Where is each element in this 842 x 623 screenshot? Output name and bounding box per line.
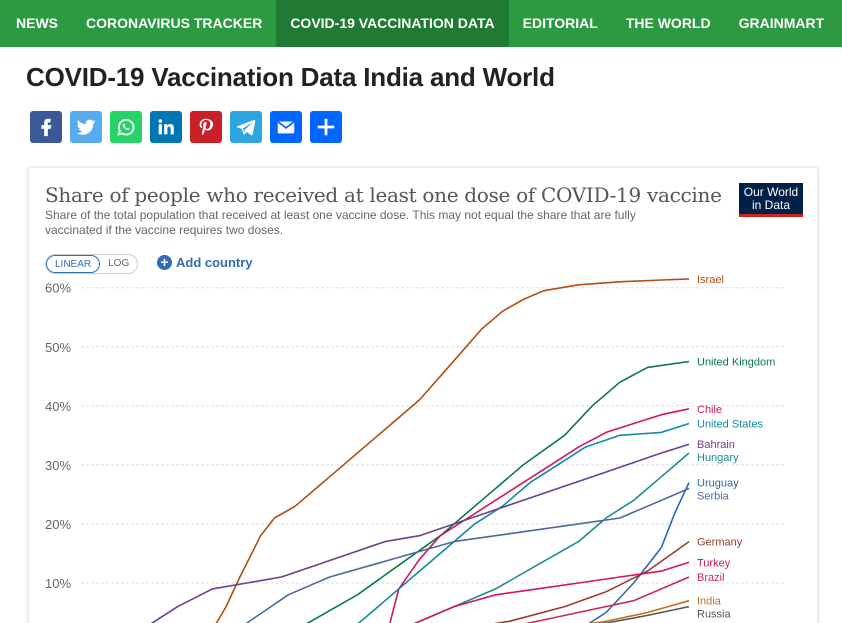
series-label-turkey[interactable]: Turkey <box>697 557 731 569</box>
series-line-united-kingdom[interactable] <box>275 360 690 623</box>
series-label-germany[interactable]: Germany <box>697 537 743 549</box>
series-line-turkey[interactable] <box>371 561 690 623</box>
chart-title: Share of people who received at least on… <box>45 183 722 207</box>
series-line-brazil[interactable] <box>427 576 690 623</box>
nav-item-editorial[interactable]: EDITORIAL <box>522 15 598 31</box>
telegram-button[interactable] <box>230 111 262 143</box>
linkedin-button[interactable] <box>150 111 182 143</box>
owid-logo[interactable]: Our World in Data <box>739 183 803 217</box>
nav-item-coronavirus-tracker[interactable]: CORONAVIRUS TRACKER <box>86 15 263 31</box>
series-label-brazil[interactable]: Brazil <box>697 572 725 584</box>
series-line-bahrain[interactable] <box>123 443 690 623</box>
series-label-united-kingdom[interactable]: United Kingdom <box>697 357 775 369</box>
nav-item-the-world[interactable]: THE WORLD <box>625 15 711 31</box>
series-label-russia[interactable]: Russia <box>697 609 732 621</box>
email-button[interactable] <box>270 111 302 143</box>
y-tick-label: 60% <box>45 281 71 296</box>
series-line-chile[interactable] <box>385 408 690 623</box>
logo-line-1: Our World <box>743 185 799 199</box>
whatsapp-button[interactable] <box>110 111 142 143</box>
nav-item-grainmart[interactable]: GRAINMART <box>738 15 825 31</box>
y-tick-label: 40% <box>45 399 71 414</box>
y-tick-label: 50% <box>45 340 71 355</box>
series-line-uruguay[interactable] <box>537 482 690 623</box>
series-label-chile[interactable]: Chile <box>697 404 722 416</box>
y-tick-label: 10% <box>45 576 71 591</box>
linkedin-icon <box>158 119 174 135</box>
line-chart: 60% 50% 40% 30% 20% 10% Israel United Kingdom Ch… <box>45 274 784 623</box>
nav-item-covid-19-vaccination-data[interactable]: COVID-19 VACCINATION DATA <box>276 0 509 47</box>
y-tick-label: 20% <box>45 517 71 532</box>
pinterest-button[interactable] <box>190 111 222 143</box>
series-line-germany[interactable] <box>344 540 690 623</box>
chart-card: Share of people who received at least on… <box>28 167 818 623</box>
page-title: COVID-19 Vaccination Data India and Worl… <box>26 62 555 92</box>
add-country-button[interactable]: + Add country <box>157 255 253 270</box>
series-label-serbia[interactable]: Serbia <box>697 491 730 503</box>
facebook-icon <box>41 118 52 137</box>
facebook-button[interactable] <box>30 111 62 143</box>
scale-toggle: LINEAR LOG <box>45 254 139 274</box>
series-line-india[interactable] <box>399 599 690 623</box>
series-label-hungary[interactable]: Hungary <box>697 452 739 464</box>
email-icon <box>277 121 295 134</box>
series-label-israel[interactable]: Israel <box>697 274 724 286</box>
twitter-icon <box>76 119 96 135</box>
share-row <box>30 111 342 143</box>
telegram-icon <box>236 119 256 136</box>
series-label-united-states[interactable]: United States <box>697 419 764 431</box>
logo-line-2: in Data <box>751 198 791 212</box>
plus-circle-icon: + <box>157 255 172 270</box>
series-line-russia[interactable] <box>399 605 690 623</box>
series-label-uruguay[interactable]: Uruguay <box>697 478 739 490</box>
series-label-bahrain[interactable]: Bahrain <box>697 439 735 451</box>
y-tick-label: 30% <box>45 458 71 473</box>
series-label-india[interactable]: India <box>697 596 722 608</box>
series-line-israel[interactable] <box>192 278 690 623</box>
add-country-label: Add country <box>176 255 253 270</box>
chart-subtitle: Share of the total population that recei… <box>45 208 636 237</box>
series-line-serbia[interactable] <box>219 487 690 623</box>
twitter-button[interactable] <box>70 111 102 143</box>
share-icon <box>317 118 335 136</box>
share-button[interactable] <box>310 111 342 143</box>
nav-item-news[interactable]: NEWS <box>16 15 58 31</box>
whatsapp-icon <box>117 118 135 136</box>
linear-scale-button[interactable]: LINEAR <box>46 255 101 273</box>
pinterest-icon <box>199 118 214 136</box>
series-line-united-states[interactable] <box>337 422 690 623</box>
log-scale-button[interactable]: LOG <box>108 258 130 269</box>
top-nav: NEWS CORONAVIRUS TRACKER COVID-19 VACCINAT… <box>0 0 842 47</box>
